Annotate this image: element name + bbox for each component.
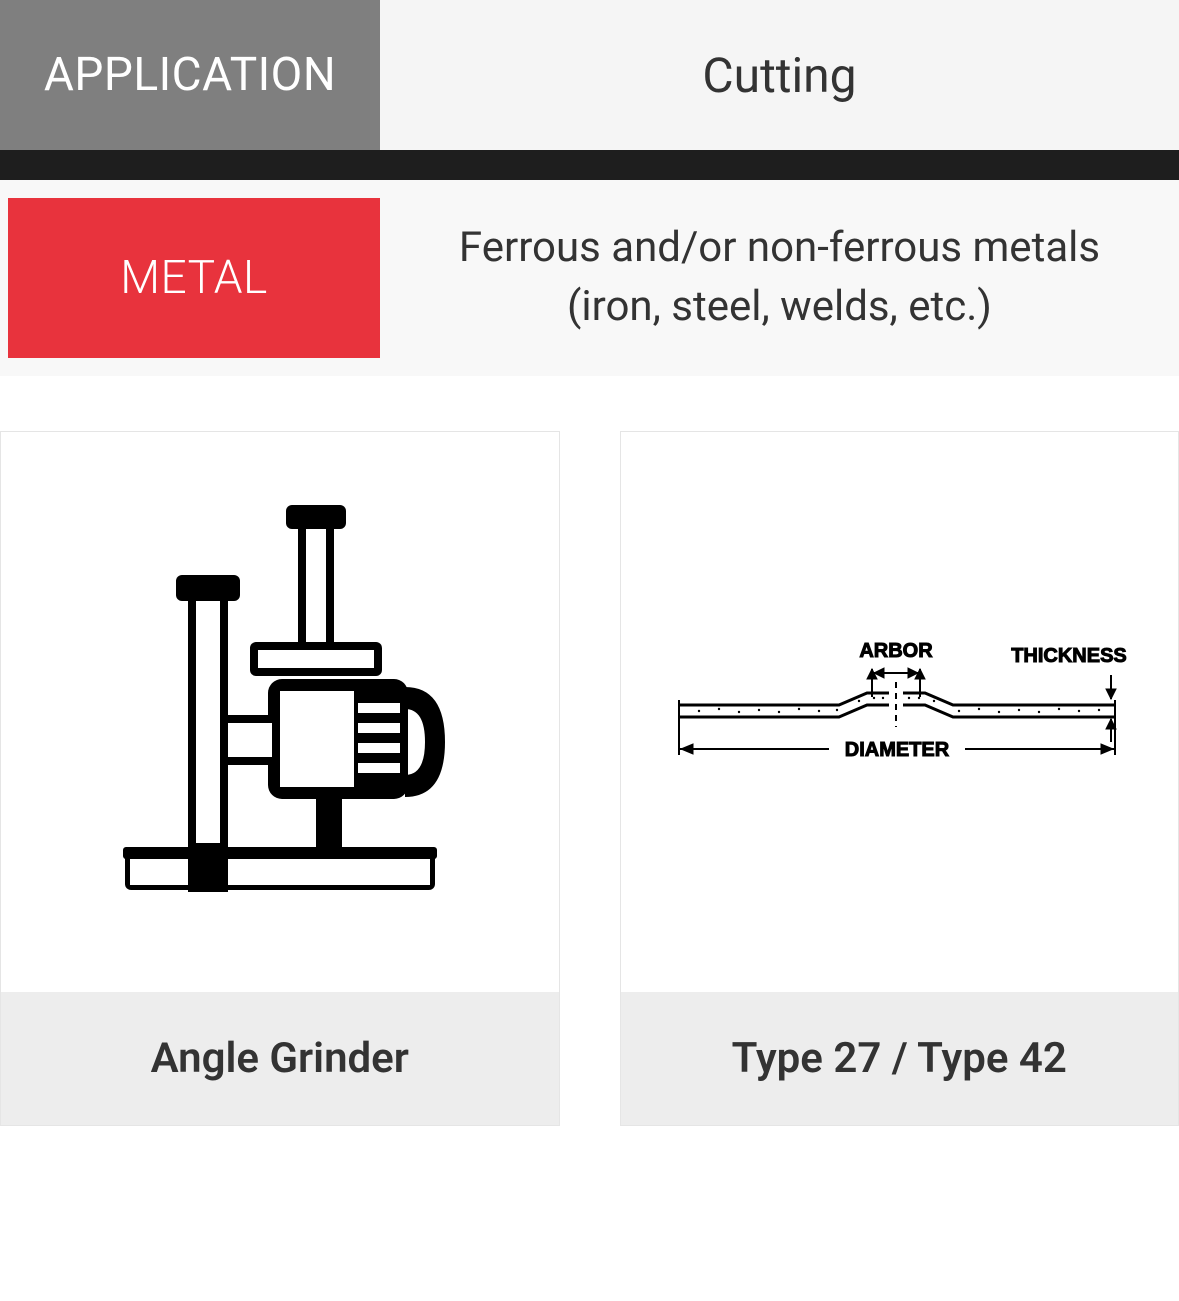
card-angle-grinder: Angle Grinder [0,431,560,1126]
dark-divider [0,150,1179,180]
application-label: APPLICATION [0,0,380,150]
thickness-label: THICKNESS [1011,645,1127,667]
arbor-label: ARBOR [860,640,934,662]
wheel-profile-icon: ARBOR THICKNESS [621,432,1179,992]
metal-value: Ferrous and/or non-ferrous metals (iron,… [380,198,1179,358]
metal-label: METAL [8,198,380,358]
card-wheel-profile: ARBOR THICKNESS [620,431,1179,1126]
application-value: Cutting [380,0,1179,150]
metal-row: METAL Ferrous and/or non-ferrous metals … [0,180,1179,376]
cards-container: Angle Grinder ARBOR THICKNESS [0,376,1179,1126]
application-row: APPLICATION Cutting [0,0,1179,150]
card-caption-angle-grinder: Angle Grinder [1,992,559,1125]
card-caption-wheel-profile: Type 27 / Type 42 [621,992,1179,1125]
angle-grinder-icon [1,432,559,992]
diameter-label: DIAMETER [845,739,950,761]
